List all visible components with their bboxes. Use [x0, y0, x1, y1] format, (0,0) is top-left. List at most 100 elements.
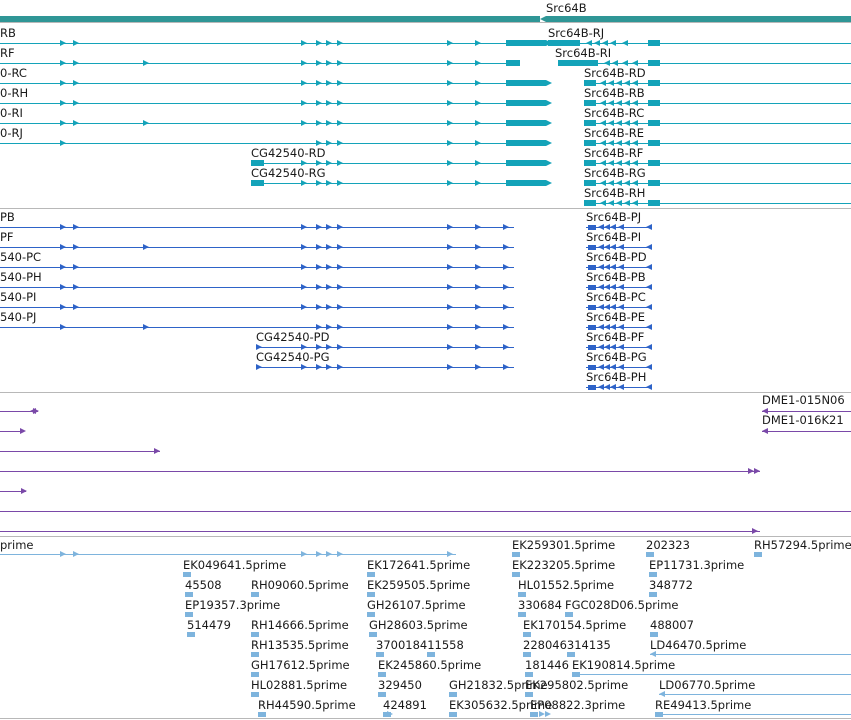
feature-connector[interactable] — [0, 267, 514, 268]
arrow-right-icon[interactable] — [301, 264, 307, 270]
arrow-left-icon[interactable] — [612, 60, 618, 66]
arrow-right-icon[interactable] — [143, 60, 149, 66]
est-label[interactable]: GH17612.5prime — [251, 658, 350, 672]
feature-exon[interactable] — [584, 140, 596, 146]
arrow-right-icon[interactable] — [326, 80, 332, 86]
arrow-right-icon[interactable] — [447, 80, 453, 86]
arrow-right-icon[interactable] — [337, 344, 343, 350]
arrow-right-icon[interactable] — [337, 60, 343, 66]
mrna-label[interactable]: 0-RI — [0, 106, 23, 120]
arrow-right-icon[interactable] — [301, 344, 307, 350]
arrow-left-icon[interactable] — [598, 264, 604, 270]
arrow-right-icon[interactable] — [301, 364, 307, 370]
arrow-right-icon[interactable] — [545, 711, 551, 717]
feature-exon[interactable] — [506, 80, 546, 86]
est-label[interactable]: RH44590.5prime — [258, 698, 356, 712]
arrow-right-icon[interactable] — [503, 224, 509, 230]
arrow-left-icon[interactable] — [610, 364, 616, 370]
protein-label[interactable]: Src64B-PH — [586, 370, 647, 384]
arrow-right-icon[interactable] — [60, 100, 66, 106]
arrow-right-icon[interactable] — [503, 264, 509, 270]
est-label[interactable]: HL01552.5prime — [518, 578, 615, 592]
arrow-right-icon[interactable] — [60, 264, 66, 270]
arrow-right-icon[interactable] — [60, 244, 66, 250]
arrow-left-icon[interactable] — [598, 344, 604, 350]
protein-label[interactable]: Src64B-PC — [586, 290, 646, 304]
arrow-left-icon[interactable] — [624, 200, 630, 206]
arrow-right-icon[interactable] — [754, 468, 760, 474]
arrow-left-icon[interactable] — [624, 100, 630, 106]
feature-exon[interactable] — [648, 80, 660, 86]
feature-exon[interactable] — [754, 552, 762, 557]
arrow-right-icon[interactable] — [337, 40, 343, 46]
feature-exon[interactable] — [251, 160, 264, 166]
arrow-right-icon[interactable] — [316, 60, 322, 66]
arrow-right-icon[interactable] — [503, 304, 509, 310]
arrow-right-icon[interactable] — [503, 364, 509, 370]
arrow-right-icon[interactable] — [60, 60, 66, 66]
arrow-left-icon[interactable] — [610, 40, 616, 46]
arrow-left-icon[interactable] — [616, 180, 622, 186]
est-label[interactable]: 348772 — [649, 578, 693, 592]
feature-exon[interactable] — [518, 612, 526, 617]
arrow-right-icon[interactable] — [447, 100, 453, 106]
feature-exon[interactable] — [588, 305, 596, 310]
mrna-label[interactable]: Src64B-RG — [584, 166, 646, 180]
est-label[interactable]: RH13535.5prime — [251, 638, 349, 652]
est-label[interactable]: LD06770.5prime — [659, 678, 756, 692]
feature-connector[interactable] — [0, 63, 520, 64]
mrna-label[interactable]: Src64B-RH — [584, 186, 646, 200]
arrow-right-icon[interactable] — [316, 364, 322, 370]
est-label[interactable]: GH28603.5prime — [369, 618, 468, 632]
est-label[interactable]: 202323 — [646, 538, 690, 552]
est-label[interactable]: 45508 — [185, 578, 222, 592]
arrow-right-icon[interactable] — [337, 304, 343, 310]
est-label[interactable]: HL02881.5prime — [251, 678, 348, 692]
feature-exon[interactable] — [588, 345, 596, 350]
arrow-left-icon[interactable] — [610, 284, 616, 290]
arrow-left-icon[interactable] — [586, 40, 592, 46]
arrow-left-icon[interactable] — [610, 244, 616, 250]
feature-connector[interactable] — [0, 554, 456, 555]
arrow-left-icon[interactable] — [604, 264, 610, 270]
est-label[interactable]: RE49413.5prime — [655, 698, 752, 712]
est-label[interactable]: EP11731.3prime — [649, 558, 745, 572]
arrow-left-icon[interactable] — [762, 408, 768, 414]
arrow-right-icon[interactable] — [301, 60, 307, 66]
feature-exon[interactable] — [251, 180, 264, 186]
feature-exon[interactable] — [183, 572, 191, 577]
arrow-left-icon[interactable] — [610, 264, 616, 270]
feature-connector[interactable] — [0, 471, 760, 472]
feature-connector[interactable] — [0, 451, 160, 452]
feature-connector[interactable] — [251, 163, 546, 164]
feature-exon[interactable] — [648, 60, 660, 66]
arrow-right-icon[interactable] — [316, 180, 322, 186]
mrna-label[interactable]: CG42540-RG — [251, 166, 326, 180]
protein-label[interactable]: CG42540-PG — [256, 350, 330, 364]
arrow-right-icon[interactable] — [73, 304, 79, 310]
arrow-right-icon[interactable] — [546, 160, 552, 166]
feature-connector[interactable] — [572, 674, 851, 675]
cdna-label[interactable]: DME1-015N06 — [762, 393, 845, 407]
arrow-left-icon[interactable] — [646, 264, 652, 270]
arrow-right-icon[interactable] — [301, 180, 307, 186]
feature-connector[interactable] — [584, 163, 851, 164]
est-label[interactable]: 424891 — [383, 698, 427, 712]
feature-exon[interactable] — [187, 632, 195, 637]
arrow-right-icon[interactable] — [748, 468, 754, 474]
feature-exon[interactable] — [185, 592, 193, 597]
arrow-right-icon[interactable] — [301, 100, 307, 106]
arrow-right-icon[interactable] — [447, 344, 453, 350]
arrow-right-icon[interactable] — [316, 160, 322, 166]
feature-exon[interactable] — [506, 40, 546, 46]
feature-exon[interactable] — [367, 572, 375, 577]
protein-label[interactable]: 540-PC — [0, 250, 42, 264]
est-label[interactable]: EK172641.5prime — [367, 558, 471, 572]
feature-exon[interactable] — [506, 100, 546, 106]
feature-exon[interactable] — [558, 60, 598, 66]
feature-connector[interactable] — [0, 307, 514, 308]
feature-exon[interactable] — [512, 552, 520, 557]
arrow-right-icon[interactable] — [73, 120, 79, 126]
arrow-left-icon[interactable] — [618, 244, 624, 250]
feature-exon[interactable] — [650, 632, 658, 637]
